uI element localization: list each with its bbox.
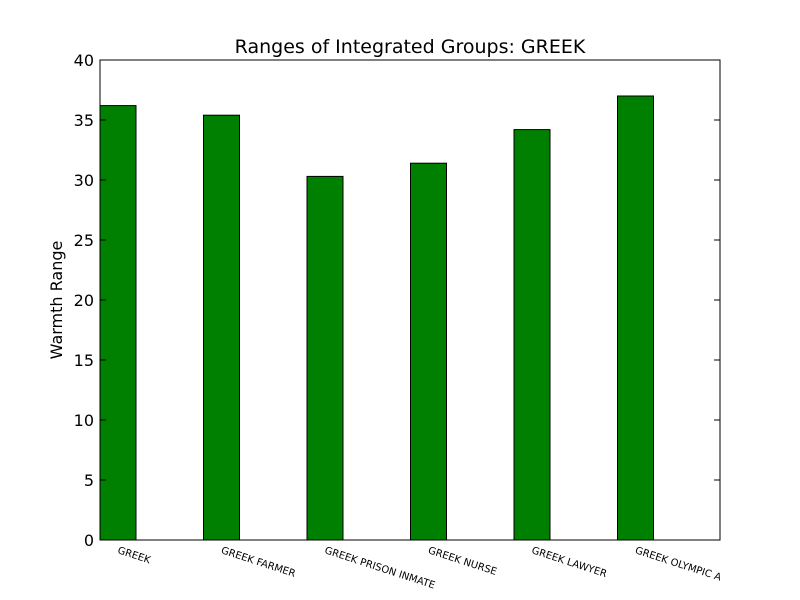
y-tick-label: 20 — [74, 291, 94, 310]
y-axis-label: Warmth Range — [47, 241, 66, 360]
x-tick-label: GREEK FARMER — [220, 545, 297, 579]
bar-0 — [99, 105, 137, 541]
y-tick-label: 15 — [74, 351, 94, 370]
y-tick-label: 5 — [84, 471, 94, 490]
chart-title: Ranges of Integrated Groups: GREEK — [235, 36, 586, 58]
y-tick-label: 0 — [84, 531, 94, 550]
y-ticks-group: 0 5 10 15 20 25 30 35 40 — [74, 51, 720, 550]
plot-frame — [99, 59, 721, 541]
bar-1 — [203, 114, 240, 541]
x-tick-label: GREEK OLYMPIC ATHLETE — [634, 545, 758, 595]
y-tick-label: 30 — [74, 171, 94, 190]
x-tick-label: GREEK PRISON INMATE — [323, 545, 436, 591]
x-ticks-group: GREEK GREEK FARMER GREEK PRISON INMATEGREE… — [116, 545, 758, 595]
bar-2 — [306, 175, 344, 541]
x-tick-label: GREEK NURSE — [427, 545, 498, 578]
bar-4 — [513, 129, 551, 541]
x-tick-label: GREEK LAWYER — [530, 545, 608, 580]
y-tick-label: 10 — [74, 411, 94, 430]
y-tick-label: 25 — [74, 231, 94, 250]
y-tick-label: 35 — [74, 111, 94, 130]
y-tick-label: 40 — [74, 51, 94, 70]
x-tick-label: GREEK — [116, 545, 152, 566]
bar-3 — [410, 162, 447, 541]
bar-5 — [617, 95, 654, 541]
bars-group — [99, 95, 654, 541]
